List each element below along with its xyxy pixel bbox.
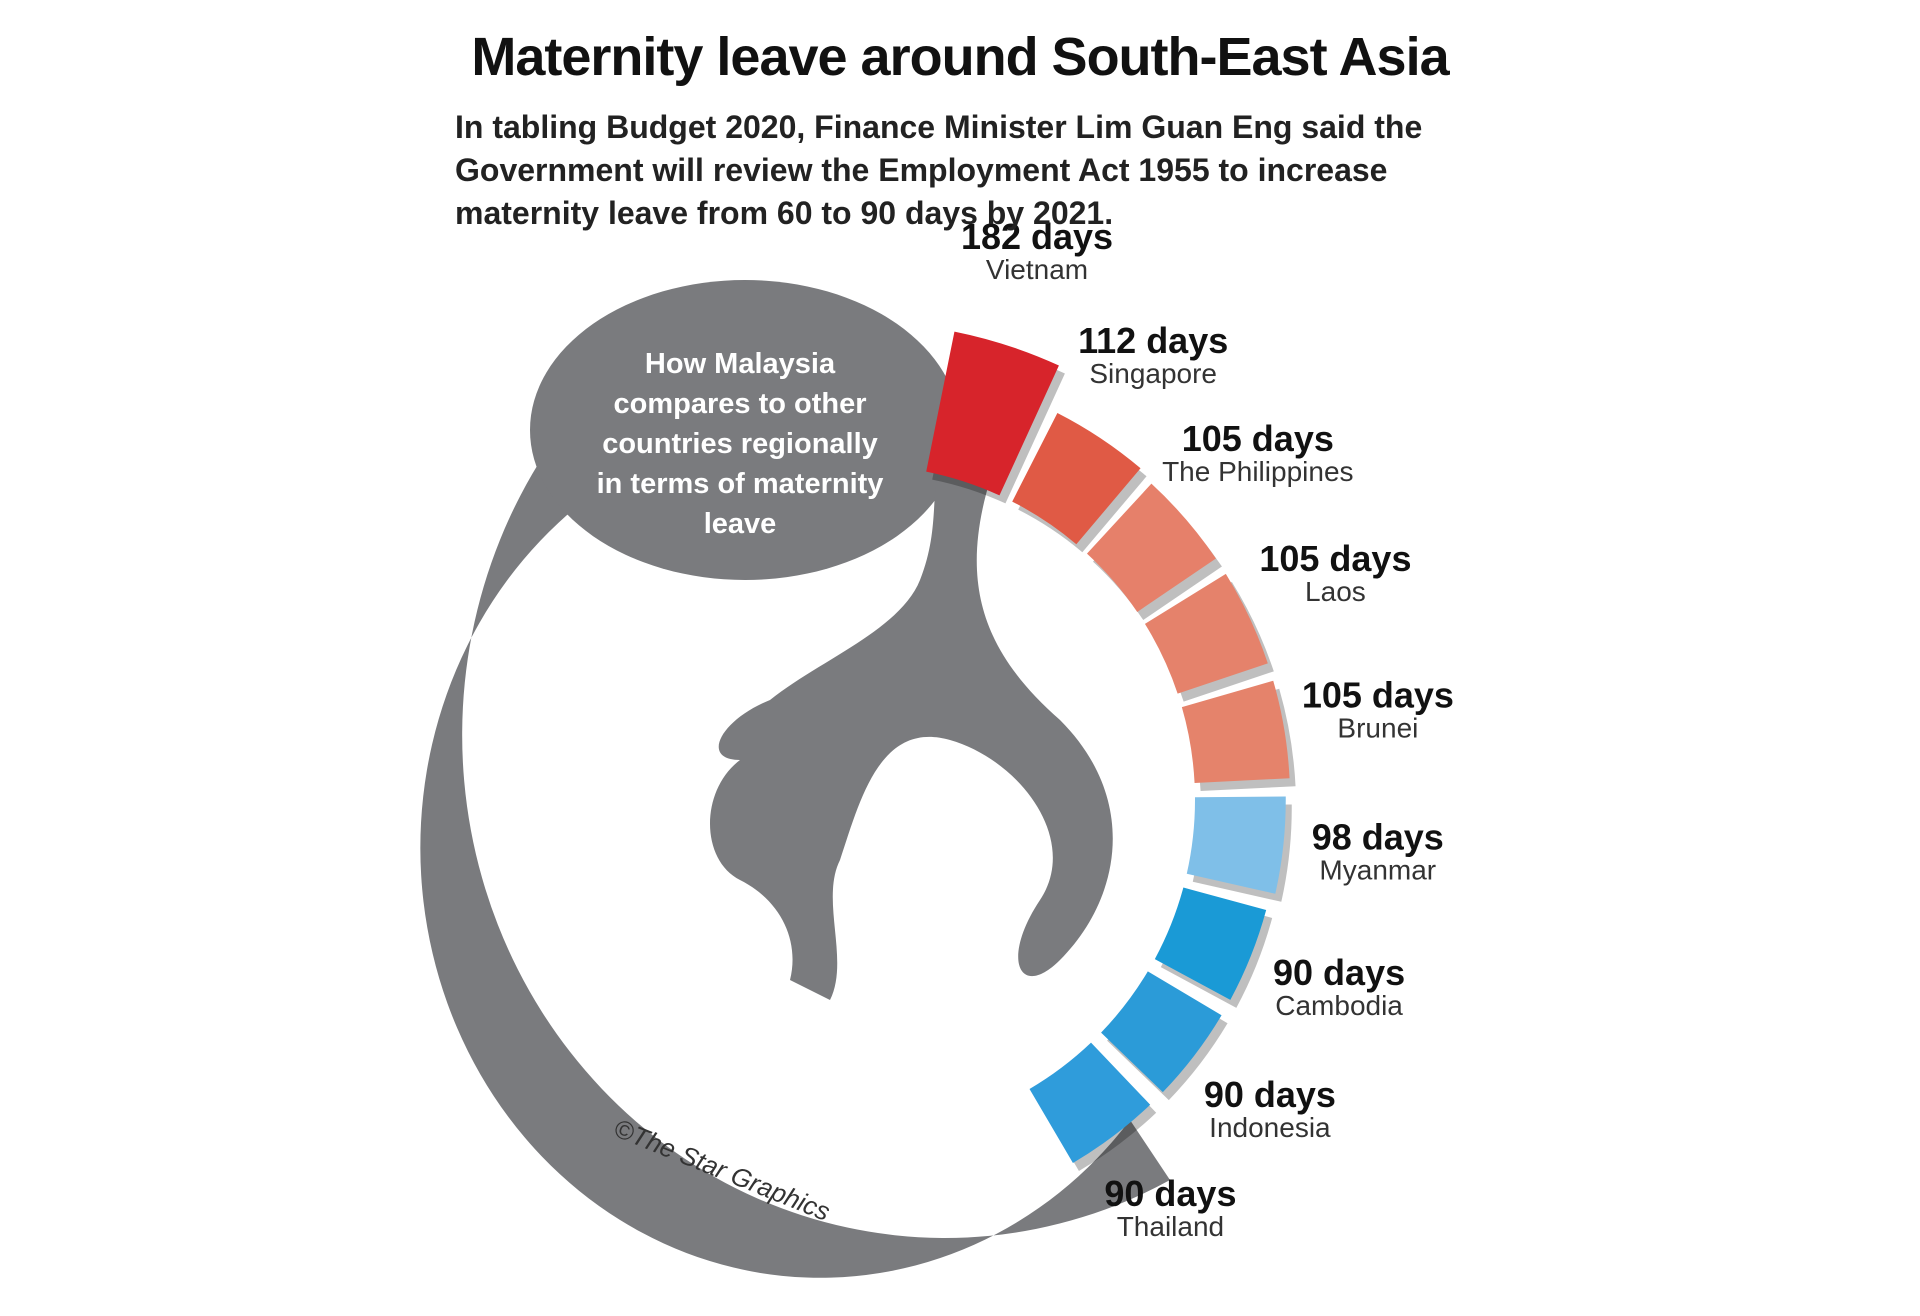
value-label: 182 days — [961, 216, 1113, 257]
value-label: 105 days — [1302, 674, 1454, 715]
category-label: Thailand — [1117, 1211, 1224, 1242]
silhouette-ring — [420, 290, 1171, 1278]
category-label: The Philippines — [1162, 456, 1353, 487]
bar-segment — [1029, 1042, 1151, 1163]
bar-segment — [1144, 573, 1268, 694]
chart-subtitle: In tabling Budget 2020, Finance Minister… — [455, 109, 1423, 231]
background-art — [420, 280, 1171, 1278]
bar-segment — [1186, 796, 1286, 894]
annotation: How Malaysia compares to other countries… — [596, 348, 884, 540]
value-label: 98 days — [1312, 817, 1444, 858]
bar-segment — [926, 331, 1059, 496]
value-label: 105 days — [1182, 418, 1334, 459]
category-label: Laos — [1305, 576, 1366, 607]
bar-segment — [1012, 412, 1141, 545]
value-label: 112 days — [1078, 320, 1228, 361]
silhouette-head — [530, 280, 960, 580]
category-label: Indonesia — [1209, 1112, 1331, 1143]
bar-segment — [1154, 887, 1267, 1000]
bar-segment — [1101, 971, 1222, 1093]
category-label: Cambodia — [1275, 990, 1403, 1021]
bar-segment — [1086, 483, 1216, 612]
category-label: Brunei — [1337, 712, 1418, 743]
value-label: 90 days — [1104, 1173, 1236, 1214]
category-label: Myanmar — [1319, 855, 1436, 886]
category-label: Vietnam — [986, 254, 1088, 285]
category-label: Singapore — [1089, 358, 1217, 389]
value-label: 90 days — [1204, 1074, 1336, 1115]
chart-title: Maternity leave around South-East Asia — [471, 27, 1449, 87]
bar-segment — [1181, 680, 1290, 784]
value-label: 90 days — [1273, 952, 1405, 993]
value-label: 105 days — [1259, 538, 1411, 579]
silhouette-figure — [710, 470, 1113, 1000]
